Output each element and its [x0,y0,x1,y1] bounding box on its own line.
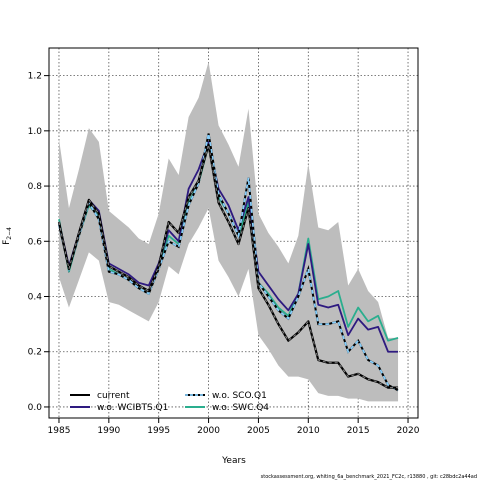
y-tick-label: 1.0 [28,127,43,137]
y-tick-label: 0.4 [28,293,43,303]
confidence-band [58,61,399,402]
x-tick-label: 2010 [297,426,320,436]
series-w-o-sco-q1-line [58,133,399,392]
x-tick-label: 1990 [97,426,120,436]
x-tick-label: 2005 [247,426,270,436]
x-axis: 1985 1990 1995 2000 2005 2010 2015 2020 [48,418,420,436]
series-lines [57,133,399,392]
y-axis: 0.0 0.2 0.4 0.6 0.8 1.0 1.2 [28,72,49,413]
legend: current w.o. WCIBTS.Q1 w.o. SCO.Q1 w.o. SWC… [70,391,269,413]
y-axis-title: F2−4 [2,227,13,245]
x-tick-label: 1995 [147,426,170,436]
x-tick-label: 2000 [197,426,220,436]
y-tick-label: 0.2 [28,348,42,358]
legend-current-label: current [97,391,130,401]
y-tick-label: 0.0 [28,403,43,413]
y-tick-label: 1.2 [28,72,42,82]
legend-w-o-wcibts-q1-label: w.o. WCIBTS.Q1 [97,403,168,413]
y-tick-label: 0.8 [28,182,43,192]
series-current-dash-overlay [58,144,399,389]
series-w-o-wcibts-q1-line [58,140,399,353]
y-axis-title-main: F [2,240,12,245]
x-tick-label: 2020 [397,426,420,436]
footer-credit: stockassessment.org, whiting_6a_benchmar… [261,474,477,480]
legend-w-o-swc-q4-label: w.o. SWC.Q4 [212,403,269,413]
x-axis-title: Years [221,456,246,466]
x-tick-label: 2015 [347,426,370,436]
confidence-band-area [58,61,399,402]
legend-w-o-sco-q1-label: w.o. SCO.Q1 [212,391,267,401]
y-tick-label: 0.6 [28,237,43,247]
y-axis-title-sub: 2−4 [6,227,13,240]
x-tick-label: 1985 [48,426,71,436]
plot-frame [48,47,419,419]
